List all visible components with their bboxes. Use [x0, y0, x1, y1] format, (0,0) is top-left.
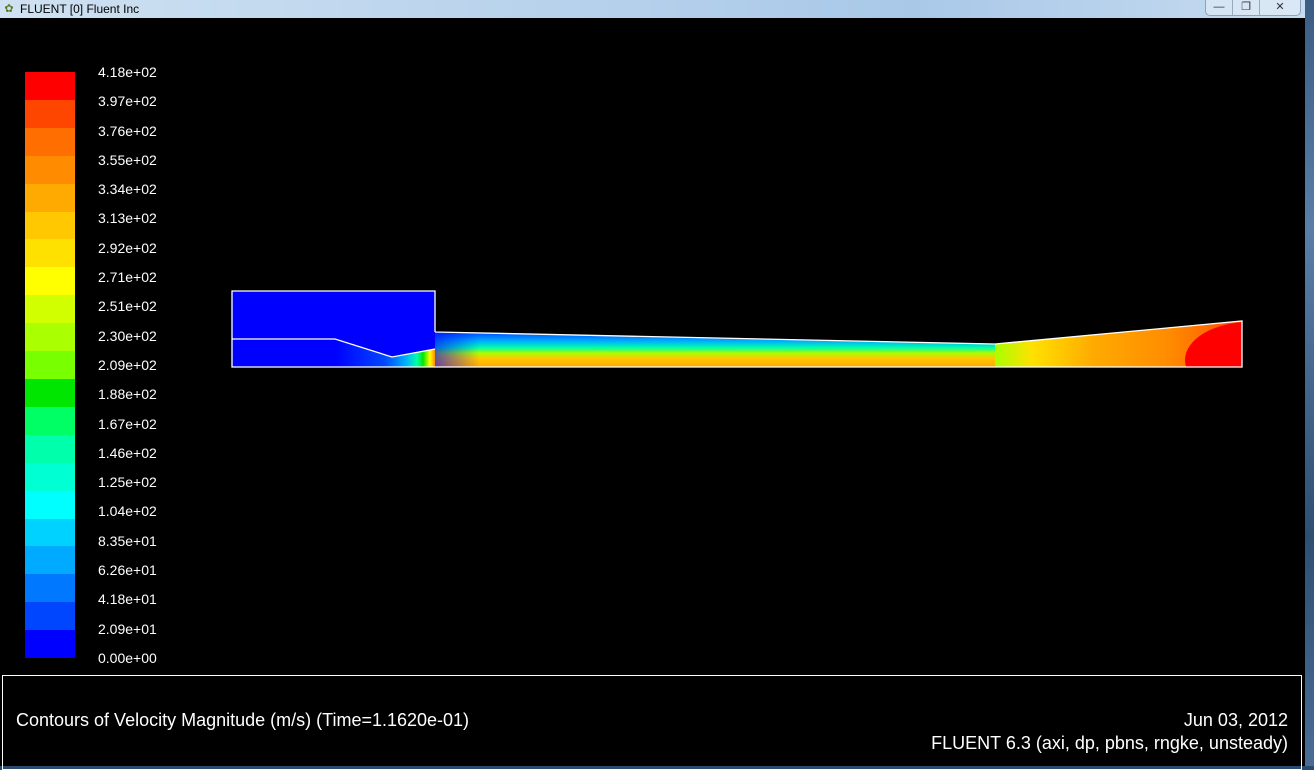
color-band	[25, 546, 75, 575]
color-scale-label: 6.26e+01	[98, 562, 157, 579]
color-scale-label: 2.92e+02	[98, 239, 157, 256]
plot-date: Jun 03, 2012	[1183, 710, 1288, 730]
fluent-app-icon: ✿	[4, 3, 14, 15]
color-scale-label: 1.04e+02	[98, 503, 157, 520]
color-band	[25, 99, 75, 128]
color-band	[25, 295, 75, 324]
color-band	[25, 323, 75, 352]
graphics-window[interactable]: 4.18e+02 3.97e+02 3.76e+02 3.55e+02 3.34e+02…	[0, 18, 1305, 770]
color-band	[25, 490, 75, 519]
plot-caption: Contours of Velocity Magnitude (m/s) (Ti…	[16, 710, 470, 730]
color-band	[25, 406, 75, 435]
color-scale-label: 4.18e+02	[98, 64, 157, 80]
color-scale-label: 3.55e+02	[98, 151, 157, 168]
color-scale-label: 8.35e+01	[98, 532, 157, 549]
color-band	[25, 211, 75, 240]
color-scale-label: 2.09e+01	[98, 620, 157, 637]
color-scale-label: 2.71e+02	[98, 269, 157, 286]
color-scale-label: 1.46e+02	[98, 444, 157, 461]
color-band	[25, 434, 75, 463]
color-scale-label: 1.25e+02	[98, 474, 157, 491]
color-band	[25, 518, 75, 547]
color-band	[25, 127, 75, 156]
color-band	[25, 378, 75, 407]
color-band	[25, 462, 75, 491]
window-controls: — ❐ ✕	[1205, 0, 1301, 16]
color-band	[25, 602, 75, 631]
channel-inlet-shade	[435, 332, 995, 367]
restore-button[interactable]: ❐	[1232, 0, 1259, 15]
color-scale-labels: 4.18e+02 3.97e+02 3.76e+02 3.55e+02 3.34e+02…	[98, 64, 157, 679]
color-scale-label: 2.51e+02	[98, 298, 157, 315]
color-scale-label: 3.76e+02	[98, 122, 157, 139]
color-band	[25, 351, 75, 379]
color-band	[25, 72, 75, 100]
color-band	[25, 574, 75, 603]
close-button[interactable]: ✕	[1259, 0, 1300, 15]
window-title: FLUENT [0] Fluent Inc	[20, 2, 140, 16]
color-band	[25, 267, 75, 296]
color-scale-label: 2.09e+02	[98, 356, 157, 373]
color-scale-label: 1.88e+02	[98, 386, 157, 403]
info-panel: Contours of Velocity Magnitude (m/s) (Ti…	[2, 675, 1302, 770]
nozzle-throat-region	[335, 339, 435, 367]
contour-plot	[231, 290, 1243, 368]
color-scale-label: 4.18e+01	[98, 591, 157, 608]
color-scale-label: 3.13e+02	[98, 210, 157, 227]
color-scale-label: 3.97e+02	[98, 93, 157, 110]
color-band	[25, 183, 75, 212]
max-velocity-zone	[1185, 322, 1242, 367]
color-scale-bar	[25, 72, 75, 659]
title-bar: ✿ FLUENT [0] Fluent Inc — ❐ ✕	[0, 0, 1305, 18]
inlet-plenum-region	[232, 291, 435, 367]
minimize-button[interactable]: —	[1213, 1, 1225, 13]
diffuser-region	[995, 321, 1242, 367]
color-scale-label: 2.30e+02	[98, 327, 157, 344]
domain-outline	[231, 290, 1243, 368]
color-band	[25, 239, 75, 268]
color-band	[25, 630, 75, 659]
color-scale-label: 1.67e+02	[98, 415, 157, 432]
color-scale-label: 3.34e+02	[98, 181, 157, 198]
solver-version: FLUENT 6.3 (axi, dp, pbns, rngke, unstea…	[931, 733, 1288, 753]
desktop-background	[1305, 0, 1314, 766]
color-band	[25, 155, 75, 184]
color-scale-label: 0.00e+00	[98, 649, 157, 666]
